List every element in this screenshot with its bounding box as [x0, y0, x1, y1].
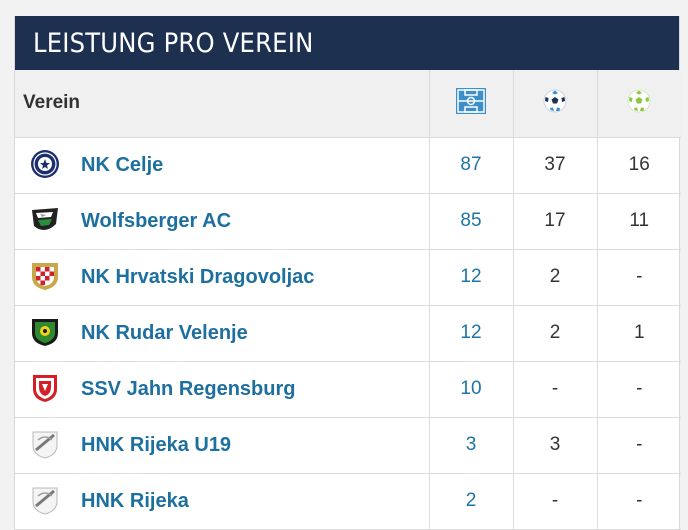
assists-cell: 1: [596, 305, 681, 362]
wolfsberger-ac-crest-icon[interactable]: [29, 204, 61, 236]
club-link[interactable]: HNK Rijeka U19: [81, 433, 232, 456]
assists-cell: 11: [596, 193, 681, 250]
appearances-cell[interactable]: 3: [428, 417, 513, 474]
card-title: LEISTUNG PRO VEREIN: [15, 16, 679, 70]
ball-icon: [543, 89, 567, 113]
club-column-header: Verein: [15, 70, 429, 138]
assists-cell: 16: [596, 137, 681, 194]
goals-cell: 2: [512, 305, 597, 362]
goals-cell: 3: [512, 417, 597, 474]
appearances-cell[interactable]: 2: [428, 473, 513, 530]
goals-cell: -: [512, 361, 597, 418]
club-link[interactable]: HNK Rijeka: [81, 489, 189, 512]
goals-cell: 17: [512, 193, 597, 250]
hnk-rijeka-crest-icon[interactable]: [29, 428, 61, 460]
assists-cell: -: [596, 473, 681, 530]
pitch-icon: [456, 87, 486, 114]
goals-column-header: [512, 70, 597, 138]
appearances-column-header: [428, 70, 513, 138]
table-row: NK Hrvatski Dragovoljac 12 2 -: [15, 249, 681, 306]
table-row: HNK Rijeka U19 3 3 -: [15, 417, 681, 474]
club-link[interactable]: NK Hrvatski Dragovoljac: [81, 265, 315, 288]
goals-cell: -: [512, 473, 597, 530]
assists-cell: -: [596, 249, 681, 306]
ssv-jahn-regensburg-crest-icon[interactable]: [29, 372, 61, 404]
club-link[interactable]: Wolfsberger AC: [81, 209, 232, 232]
club-link[interactable]: SSV Jahn Regensburg: [81, 377, 296, 400]
club-link[interactable]: NK Celje: [81, 153, 164, 176]
table-row: SSV Jahn Regensburg 10 - -: [15, 361, 681, 418]
appearances-cell[interactable]: 87: [428, 137, 513, 194]
appearances-cell[interactable]: 12: [428, 305, 513, 362]
table-row: HNK Rijeka 2 - -: [15, 473, 681, 530]
table-row: NK Celje 87 37 16: [15, 137, 681, 194]
table-row: NK Rudar Velenje 12 2 1: [15, 305, 681, 362]
table-row: Wolfsberger AC 85 17 11: [15, 193, 681, 250]
appearances-cell[interactable]: 12: [428, 249, 513, 306]
assists-cell: -: [596, 361, 681, 418]
assist-ball-icon: [627, 89, 651, 113]
hnk-rijeka-crest-icon[interactable]: [29, 484, 61, 516]
nk-celje-crest-icon[interactable]: [29, 148, 61, 180]
table-header-row: Verein: [15, 70, 681, 138]
club-stats-table: Verein: [15, 70, 681, 530]
appearances-cell[interactable]: 10: [428, 361, 513, 418]
goals-cell: 2: [512, 249, 597, 306]
assists-cell: -: [596, 417, 681, 474]
assists-column-header: [596, 70, 681, 138]
goals-cell: 37: [512, 137, 597, 194]
club-link[interactable]: NK Rudar Velenje: [81, 321, 248, 344]
performance-by-club-card: LEISTUNG PRO VEREIN Verein: [14, 16, 681, 530]
appearances-cell[interactable]: 85: [428, 193, 513, 250]
nk-rudar-velenje-crest-icon[interactable]: [29, 316, 61, 348]
nk-hrvatski-dragovoljac-crest-icon[interactable]: [29, 260, 61, 292]
